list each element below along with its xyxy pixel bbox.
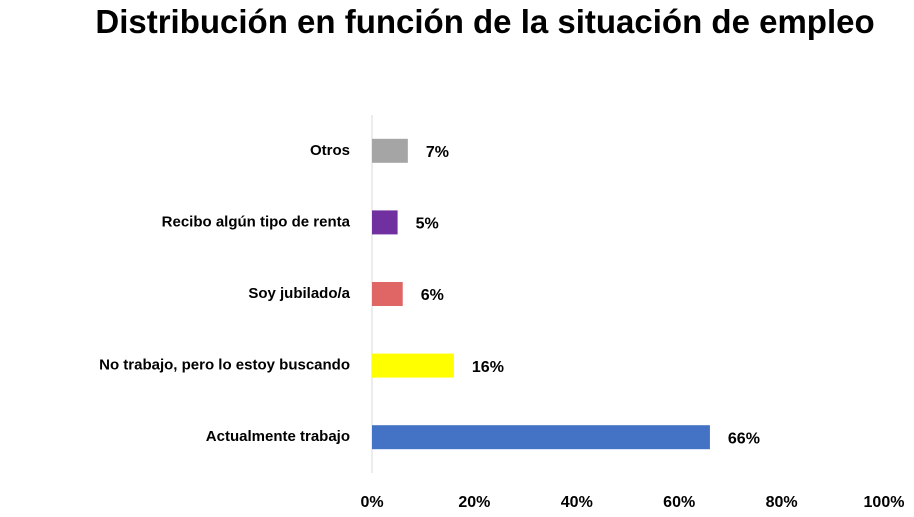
y-tick-label: Soy jubilado/a bbox=[248, 285, 350, 302]
value-label: 6% bbox=[421, 287, 444, 304]
bar bbox=[372, 425, 710, 450]
x-tick-label: 40% bbox=[561, 494, 593, 511]
value-label: 66% bbox=[728, 430, 760, 447]
bar bbox=[372, 210, 398, 235]
value-label: 16% bbox=[472, 359, 504, 376]
y-tick-label: Actualmente trabajo bbox=[206, 428, 350, 445]
value-label: 5% bbox=[416, 216, 439, 233]
y-tick-label: Recibo algún tipo de renta bbox=[162, 213, 351, 230]
x-tick-label: 80% bbox=[766, 494, 798, 511]
y-tick-label: No trabajo, pero lo estoy buscando bbox=[99, 357, 350, 374]
chart-title: Distribución en función de la situación … bbox=[95, 3, 875, 40]
value-label: 7% bbox=[426, 144, 449, 161]
x-tick-label: 100% bbox=[864, 494, 905, 511]
bar bbox=[372, 282, 403, 306]
x-tick-label: 20% bbox=[458, 494, 490, 511]
y-tick-label: Otros bbox=[310, 142, 350, 159]
x-tick-label: 60% bbox=[663, 494, 695, 511]
bar bbox=[372, 353, 454, 378]
x-tick-label: 0% bbox=[360, 494, 383, 511]
bar bbox=[372, 138, 408, 163]
